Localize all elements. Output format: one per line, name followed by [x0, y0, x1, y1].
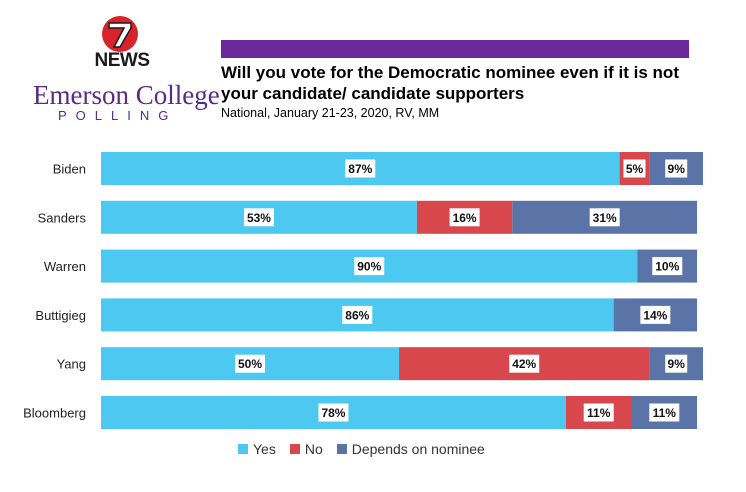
data-label-yes-biden: 87%: [348, 162, 372, 176]
header-accent-bar: [221, 40, 689, 58]
data-label-box-depends-bloomberg: [649, 403, 680, 422]
data-label-box-depends-yang: [665, 354, 688, 373]
legend-label-yes: Yes: [253, 441, 276, 457]
chart-title: Will you vote for the Democratic nominee…: [221, 63, 679, 103]
category-label-sanders: Sanders: [38, 210, 87, 225]
legend-item-no: No: [289, 441, 323, 457]
data-label-no-bloomberg: 11%: [587, 406, 611, 420]
data-label-box-depends-warren: [652, 257, 683, 276]
data-label-box-no-sanders: [449, 208, 480, 227]
chart-subtitle: National, January 21-23, 2020, RV, MM: [221, 106, 440, 120]
data-label-box-yes-buttigieg: [342, 305, 373, 324]
data-label-yes-bloomberg: 78%: [321, 406, 345, 420]
data-label-box-yes-bloomberg: [318, 403, 349, 422]
data-label-box-no-yang: [509, 354, 540, 373]
category-label-biden: Biden: [53, 162, 86, 177]
category-label-yang: Yang: [57, 357, 86, 372]
data-label-depends-warren: 10%: [655, 260, 679, 274]
data-label-no-sanders: 16%: [453, 211, 477, 225]
data-label-box-yes-biden: [345, 159, 376, 178]
data-label-yes-warren: 90%: [357, 260, 381, 274]
category-label-buttigieg: Buttigieg: [35, 308, 86, 323]
news-label: NEWS: [94, 50, 151, 71]
data-label-depends-bloomberg: 11%: [653, 406, 677, 420]
data-label-box-no-biden: [623, 159, 646, 178]
data-label-box-depends-sanders: [589, 208, 620, 227]
category-label-warren: Warren: [44, 259, 86, 274]
data-label-box-yes-yang: [235, 354, 266, 373]
legend-swatch-depends: [336, 444, 347, 454]
legend-swatch-yes: [238, 444, 248, 454]
data-label-no-yang: 42%: [512, 357, 536, 371]
data-label-box-depends-biden: [665, 159, 688, 178]
college-name: Emerson College: [33, 80, 220, 110]
data-label-depends-biden: 9%: [668, 162, 686, 176]
channel-7-logo: [102, 16, 138, 52]
legend-item-depends: Depends on nominee: [336, 441, 485, 457]
data-label-depends-sanders: 31%: [593, 211, 617, 225]
chart-legend: Yes No Depends on nominee: [238, 441, 499, 457]
data-label-box-yes-warren: [354, 257, 385, 276]
data-label-box-yes-sanders: [243, 208, 274, 227]
data-label-no-biden: 5%: [626, 162, 644, 176]
polling-label: POLLING: [58, 108, 178, 123]
data-label-yes-sanders: 53%: [247, 211, 271, 225]
legend-label-no: No: [304, 441, 323, 457]
legend-swatch-no: [289, 444, 300, 454]
category-label-bloomberg: Bloomberg: [23, 406, 86, 421]
legend-item-yes: Yes: [238, 441, 276, 457]
data-label-depends-yang: 9%: [668, 357, 686, 371]
data-label-yes-buttigieg: 86%: [345, 308, 369, 322]
data-label-yes-yang: 50%: [238, 357, 262, 371]
data-label-depends-buttigieg: 14%: [643, 308, 667, 322]
data-label-box-no-bloomberg: [583, 403, 614, 422]
legend-label-depends: Depends on nominee: [351, 441, 485, 457]
data-label-box-depends-buttigieg: [640, 305, 671, 324]
logo-seven-glyph: [108, 22, 132, 48]
